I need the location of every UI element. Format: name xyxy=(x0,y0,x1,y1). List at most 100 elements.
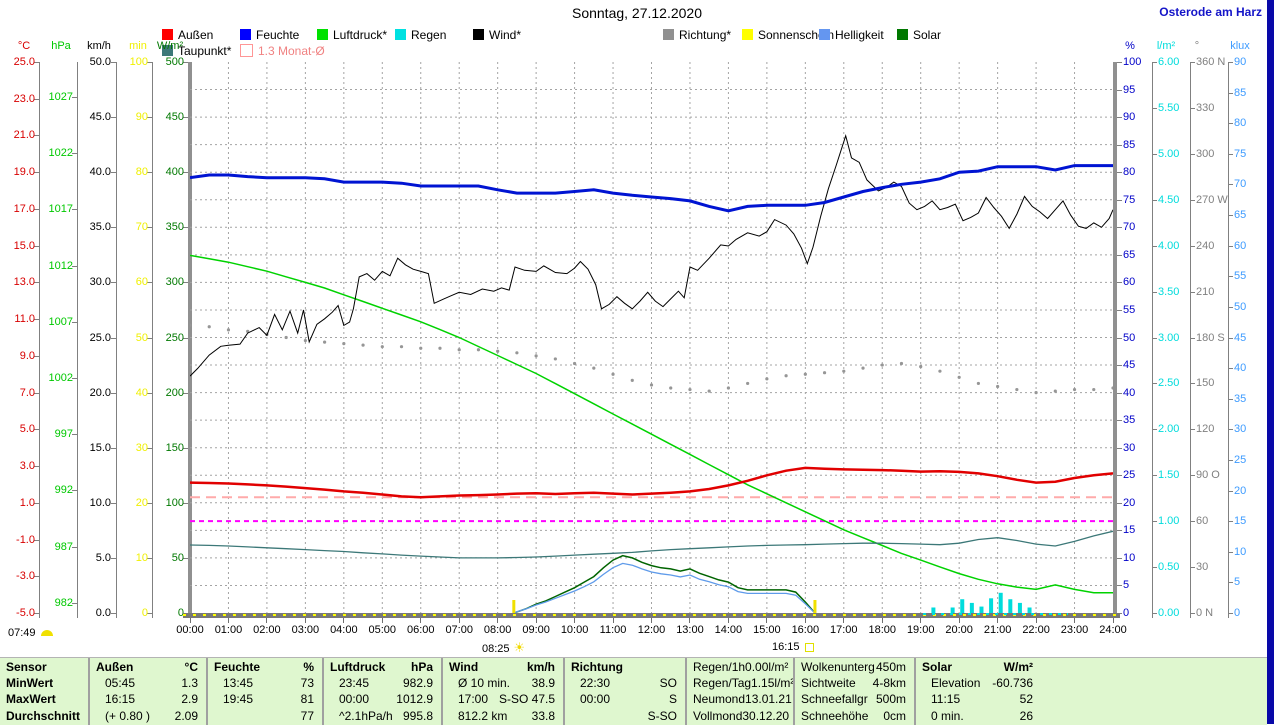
summary-table: Sensor MinWert MaxWert Durchschnitt Außen °C 0… xyxy=(0,657,1267,725)
axis-tick-label: 5 xyxy=(1123,579,1130,592)
axis-tick xyxy=(72,490,77,492)
axis-tick xyxy=(34,466,39,468)
axis-tick-label: 400 xyxy=(165,166,184,179)
axis-tick xyxy=(34,172,39,174)
series-Richtung xyxy=(669,386,673,390)
axis-tick xyxy=(1152,153,1157,155)
time-tick xyxy=(804,618,806,623)
axis-tick-label: 0 xyxy=(141,607,148,619)
axis-tick-label: 0 N xyxy=(1196,607,1214,619)
table-cell-value: S-SO xyxy=(647,708,677,723)
table-cell-label: 05:45 xyxy=(105,676,136,691)
axis-tick xyxy=(34,502,39,504)
table-cell-value: 1.3 xyxy=(181,676,198,691)
table-row: Vollmond 30.12.20 xyxy=(693,708,789,724)
axis-tick-label: 50 xyxy=(135,331,148,344)
series-Feuchte xyxy=(189,164,1113,213)
axis-tick xyxy=(1190,291,1195,293)
series-Richtung xyxy=(534,354,538,358)
axis-tick-label: 50 xyxy=(171,551,184,564)
time-label: 04:00 xyxy=(330,624,358,636)
chart-canvas xyxy=(188,62,1115,614)
axis-tick xyxy=(1190,383,1195,385)
axis-tick xyxy=(1117,420,1122,422)
axis-tick xyxy=(1228,92,1233,94)
axis-tick xyxy=(34,98,39,100)
axis-tick xyxy=(1117,89,1122,91)
axis-tick xyxy=(72,377,77,379)
axis-tick-label: 1.50 xyxy=(1158,469,1180,482)
legend-label: Regen xyxy=(411,27,447,42)
axis-tick-label: 65 xyxy=(1123,248,1136,261)
axis-tick-label: 25.0 xyxy=(13,56,35,68)
series-Regen xyxy=(1008,599,1013,613)
axis-tick xyxy=(1152,429,1157,431)
time-tick xyxy=(1112,618,1114,623)
time-tick xyxy=(612,618,614,623)
series-Helligkeit xyxy=(513,562,816,614)
axis-tick-label: 7.0 xyxy=(19,386,35,399)
axis-tick xyxy=(34,576,39,578)
time-label: 01:00 xyxy=(214,624,243,636)
axis-unit-min: min xyxy=(129,40,147,52)
table-cell-label: Richtung xyxy=(571,660,623,675)
time-tick xyxy=(727,618,729,623)
axis-tick xyxy=(1117,392,1122,394)
table-row: Feuchte% xyxy=(214,659,314,675)
axis-tick xyxy=(1228,613,1233,614)
axis-tick xyxy=(1117,309,1122,311)
axis-tick xyxy=(1228,62,1233,63)
series-Richtung xyxy=(284,335,288,340)
table-cell-label: MaxWert xyxy=(6,692,56,707)
axis-tick xyxy=(183,62,188,63)
axis-tick-label: 1022 xyxy=(48,147,73,160)
axis-tick-label: 35.0 xyxy=(89,221,111,234)
series-Richtung xyxy=(822,371,827,375)
axis-tick-label: 2.50 xyxy=(1158,377,1180,390)
page-title: Sonntag, 27.12.2020 xyxy=(571,5,702,21)
axis-tick xyxy=(1190,429,1195,431)
axis-tick-label: 85 xyxy=(1123,138,1136,151)
series-Richtung xyxy=(996,384,1000,389)
axis-tick xyxy=(1190,62,1195,63)
axis-tick-label: 240 xyxy=(1196,239,1215,252)
axis-tick-label: 80 xyxy=(135,166,148,179)
axis-tick xyxy=(1190,613,1195,614)
table-row: Neumond 13.01.21 xyxy=(693,691,792,707)
axis-tick xyxy=(147,392,152,394)
axis-tick-label: 5.50 xyxy=(1158,101,1180,114)
axis-tick-label: 5.0 xyxy=(19,423,35,436)
series-Außen xyxy=(189,466,1114,499)
series-Richtung xyxy=(957,375,961,379)
axis-tick-label: 3.50 xyxy=(1158,285,1180,298)
axis-tick xyxy=(111,282,116,284)
daylight-start-marker: 07:49 xyxy=(8,627,53,639)
axis-tick-label: 5.0 xyxy=(95,551,111,564)
time-label: 19:00 xyxy=(906,624,935,636)
axis-tick xyxy=(1190,107,1195,109)
axis-tick-label: 3.00 xyxy=(1158,331,1180,344)
axis-tick-label: 35 xyxy=(1234,392,1247,405)
daylight-start-time: 07:49 xyxy=(8,627,36,639)
axis-tick xyxy=(72,209,77,211)
table-column-solar: Solar W/m² Elevation -60.736 11:15 52 0 min. 26 xyxy=(914,658,1041,725)
axis-tick-label: 1007 xyxy=(48,315,73,328)
time-tick xyxy=(1074,618,1076,623)
series-Richtung xyxy=(496,349,500,353)
table-column-richtung: Richtung 22:30 SO 00:00 S S-SO xyxy=(563,658,685,725)
table-cell-value: 26 xyxy=(1019,708,1033,723)
axis-tick-label: 1002 xyxy=(48,371,73,384)
axis-line-kmh xyxy=(116,62,117,618)
axis-tick xyxy=(1228,184,1233,186)
series-Richtung xyxy=(899,361,904,366)
table-cell-label: ^2.1hPa/h xyxy=(339,708,393,723)
table-cell-value: 500m xyxy=(875,692,906,707)
axis-tick-label: 70 xyxy=(135,221,148,234)
axis-line-min xyxy=(152,62,153,618)
axis-tick-label: 100 xyxy=(1123,56,1142,68)
axis-tick-label: 270 W xyxy=(1196,193,1228,206)
table-cell-label: Sensor xyxy=(6,660,47,675)
axis-tick xyxy=(1190,475,1195,477)
axis-tick xyxy=(72,321,77,323)
